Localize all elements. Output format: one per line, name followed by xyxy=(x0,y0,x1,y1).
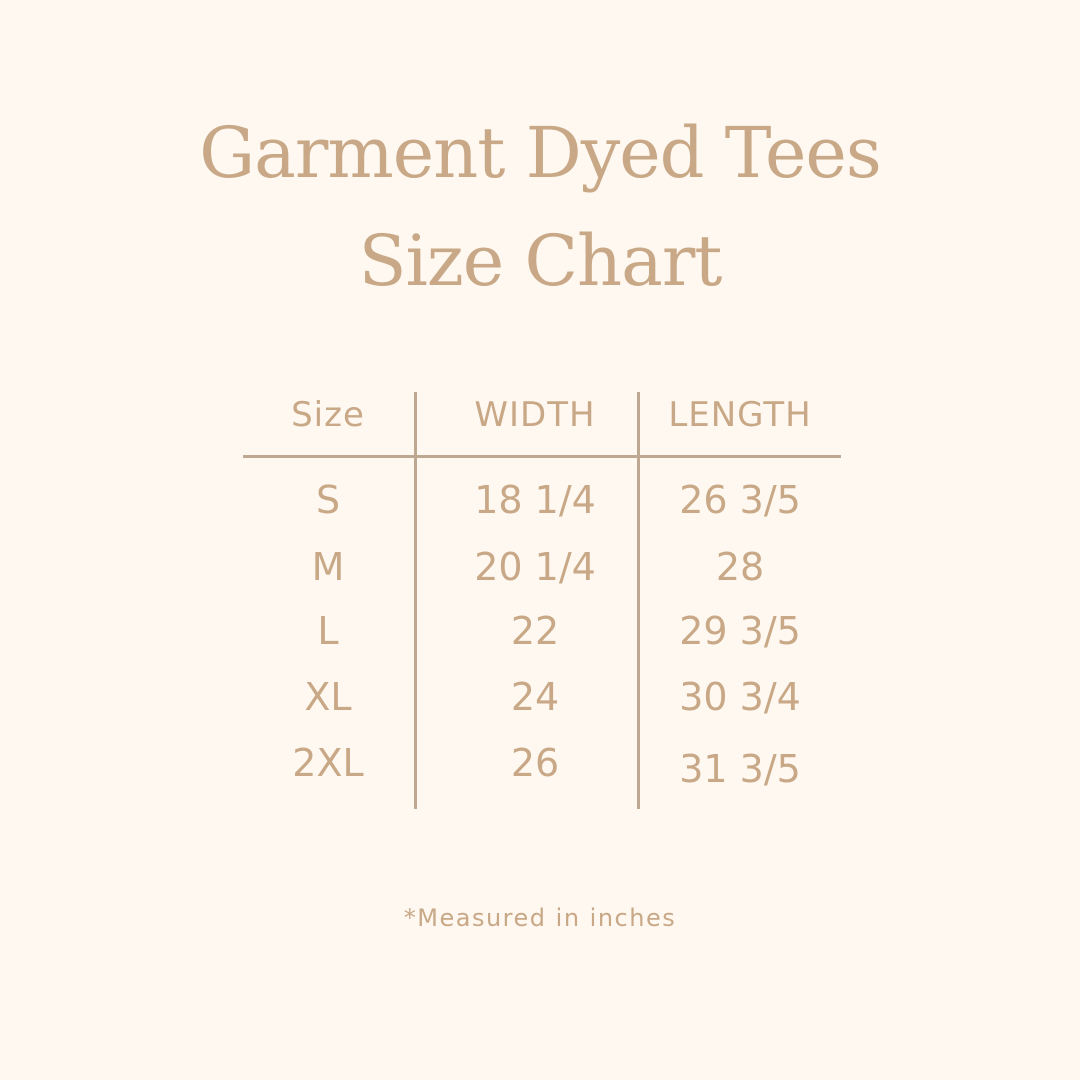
header-size: Size xyxy=(291,395,365,435)
length-cell: 30 3/4 xyxy=(679,675,801,719)
title-line-1: Garment Dyed Tees xyxy=(199,112,882,194)
length-cell: 26 3/5 xyxy=(679,478,801,522)
size-cell: S xyxy=(315,478,341,522)
column-divider-2 xyxy=(637,392,640,809)
header-length: LENGTH xyxy=(668,395,812,435)
length-cell: 29 3/5 xyxy=(679,609,801,653)
header-divider xyxy=(243,455,841,458)
size-cell: M xyxy=(311,545,345,589)
header-width: WIDTH xyxy=(474,395,596,435)
width-cell: 22 xyxy=(510,609,560,653)
size-cell: XL xyxy=(304,675,352,719)
size-cell: 2XL xyxy=(292,741,364,785)
footnote: *Measured in inches xyxy=(403,904,677,932)
title-line-2: Size Chart xyxy=(358,220,723,302)
width-cell: 20 1/4 xyxy=(474,545,596,589)
size-cell: L xyxy=(317,609,339,653)
width-cell: 24 xyxy=(510,675,560,719)
column-divider-1 xyxy=(414,392,417,809)
width-cell: 18 1/4 xyxy=(474,478,596,522)
width-cell: 26 xyxy=(510,741,560,785)
length-cell: 28 xyxy=(715,545,765,589)
length-cell: 31 3/5 xyxy=(679,747,801,791)
